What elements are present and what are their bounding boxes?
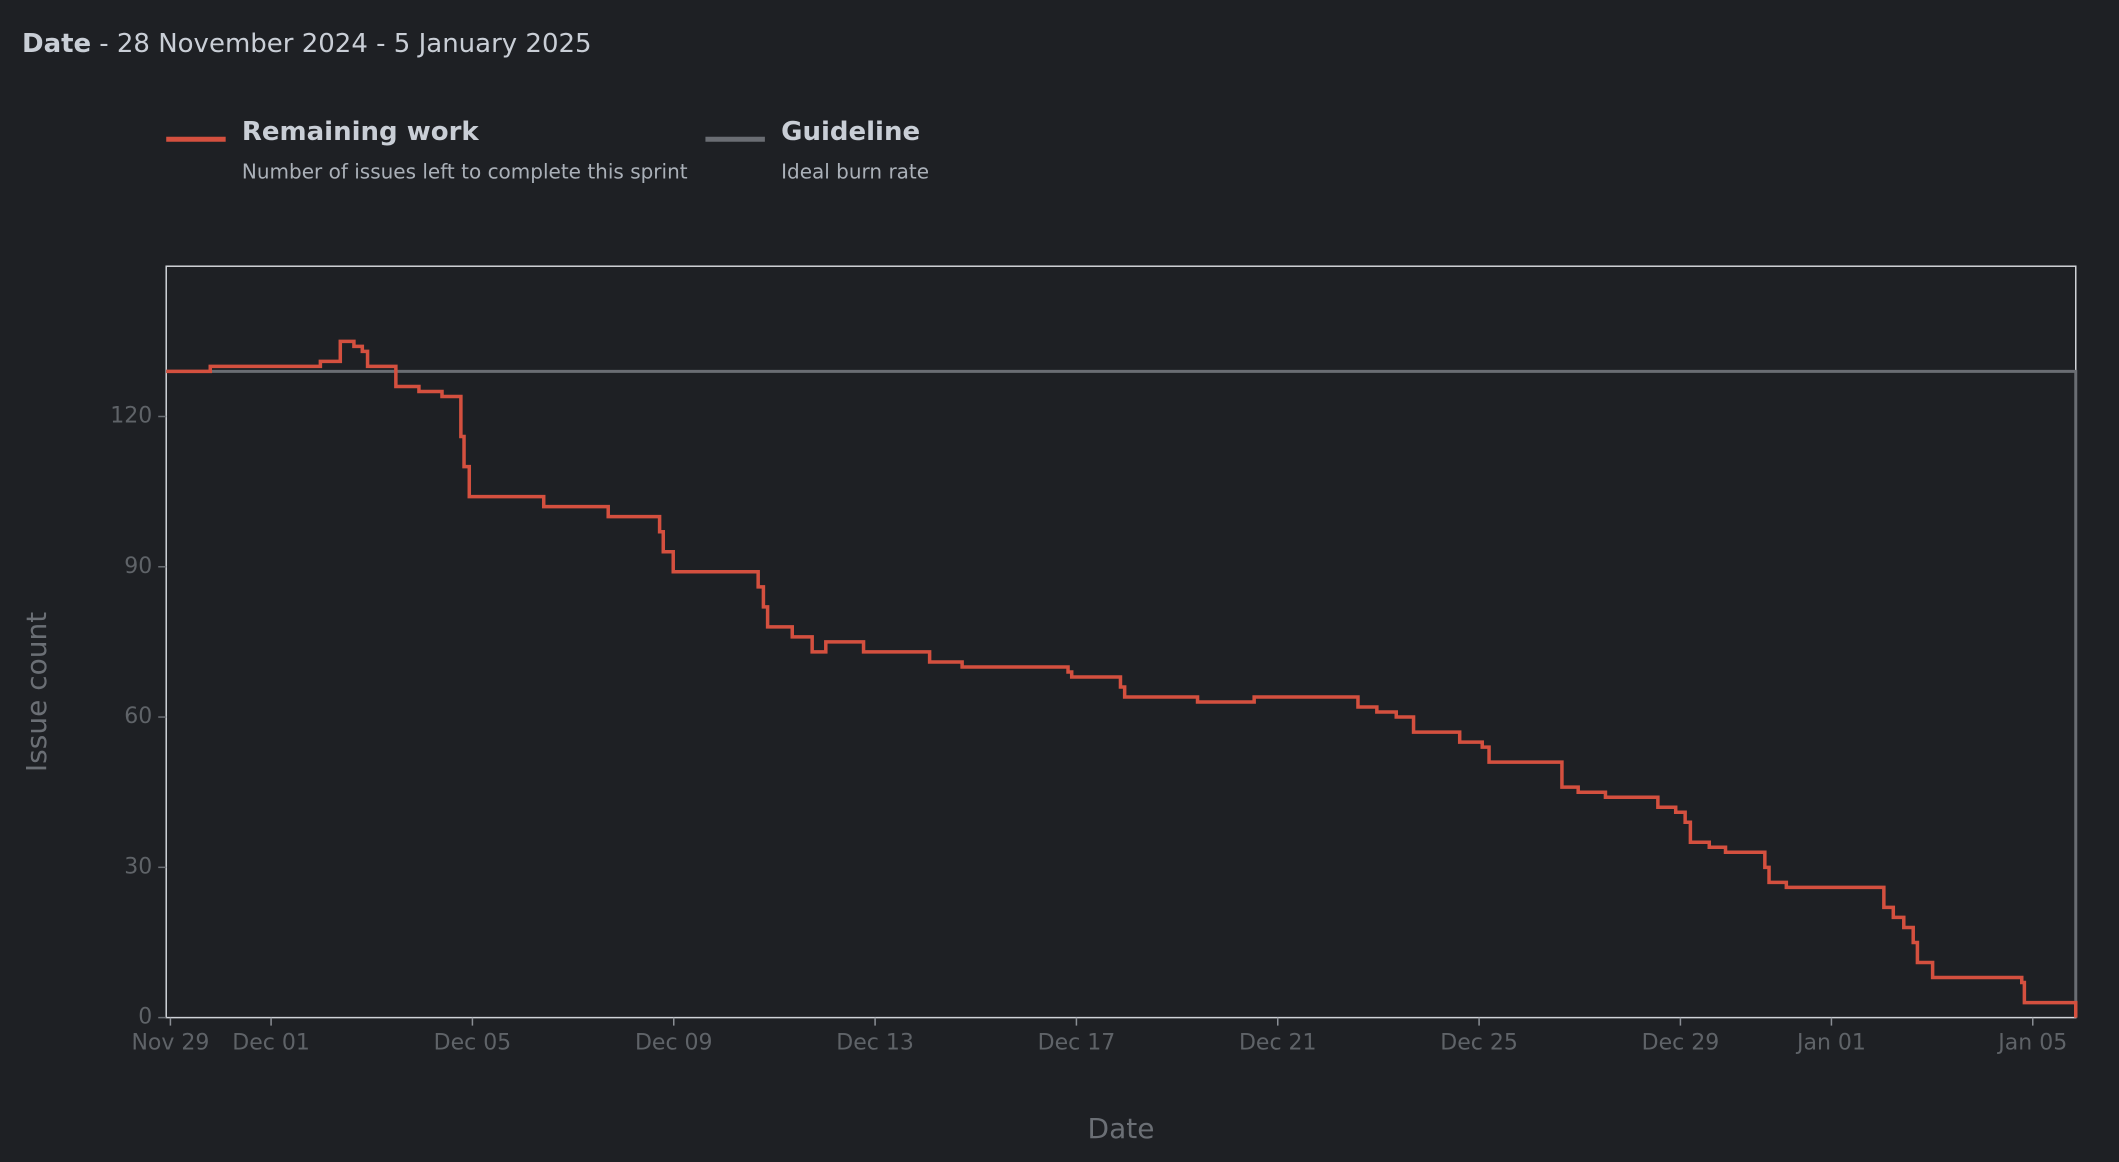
x-tick-label: Dec 29 [1642,1031,1720,1056]
x-tick-label: Jan 05 [1996,1031,2067,1056]
x-tick-label: Dec 17 [1038,1031,1116,1056]
series-line [166,339,2078,1018]
x-tick-label: Jan 01 [1795,1031,1866,1056]
y-axis-title: Issue count [20,612,53,772]
y-tick-label: 120 [110,404,152,429]
x-axis-title: Date [1088,1112,1155,1145]
y-tick-label: 90 [124,554,152,579]
x-tick-label: Dec 05 [434,1031,512,1056]
x-tick-label: Dec 13 [836,1031,914,1056]
legend-name: Guideline [781,117,920,147]
legend-description: Number of issues left to complete this s… [242,159,688,183]
x-tick-label: Dec 09 [635,1031,713,1056]
x-tick-label: Dec 01 [232,1031,310,1056]
header-text: - 28 November 2024 - 5 January 2025 [99,29,591,59]
y-tick-label: 30 [124,854,152,879]
legend-name: Remaining work [242,117,480,147]
header-label: Date [22,29,91,59]
series-line [166,369,2078,1018]
x-tick-label: Nov 29 [131,1031,209,1056]
plot-frame [165,265,2077,1019]
x-tick-label: Dec 25 [1440,1031,1518,1056]
y-tick-label: 60 [124,704,152,729]
x-tick-label: Dec 21 [1239,1031,1317,1056]
y-tick-label: 0 [138,1005,152,1030]
header: Date - 28 November 2024 - 5 January 2025 [22,29,592,59]
legend-description: Ideal burn rate [781,159,929,183]
